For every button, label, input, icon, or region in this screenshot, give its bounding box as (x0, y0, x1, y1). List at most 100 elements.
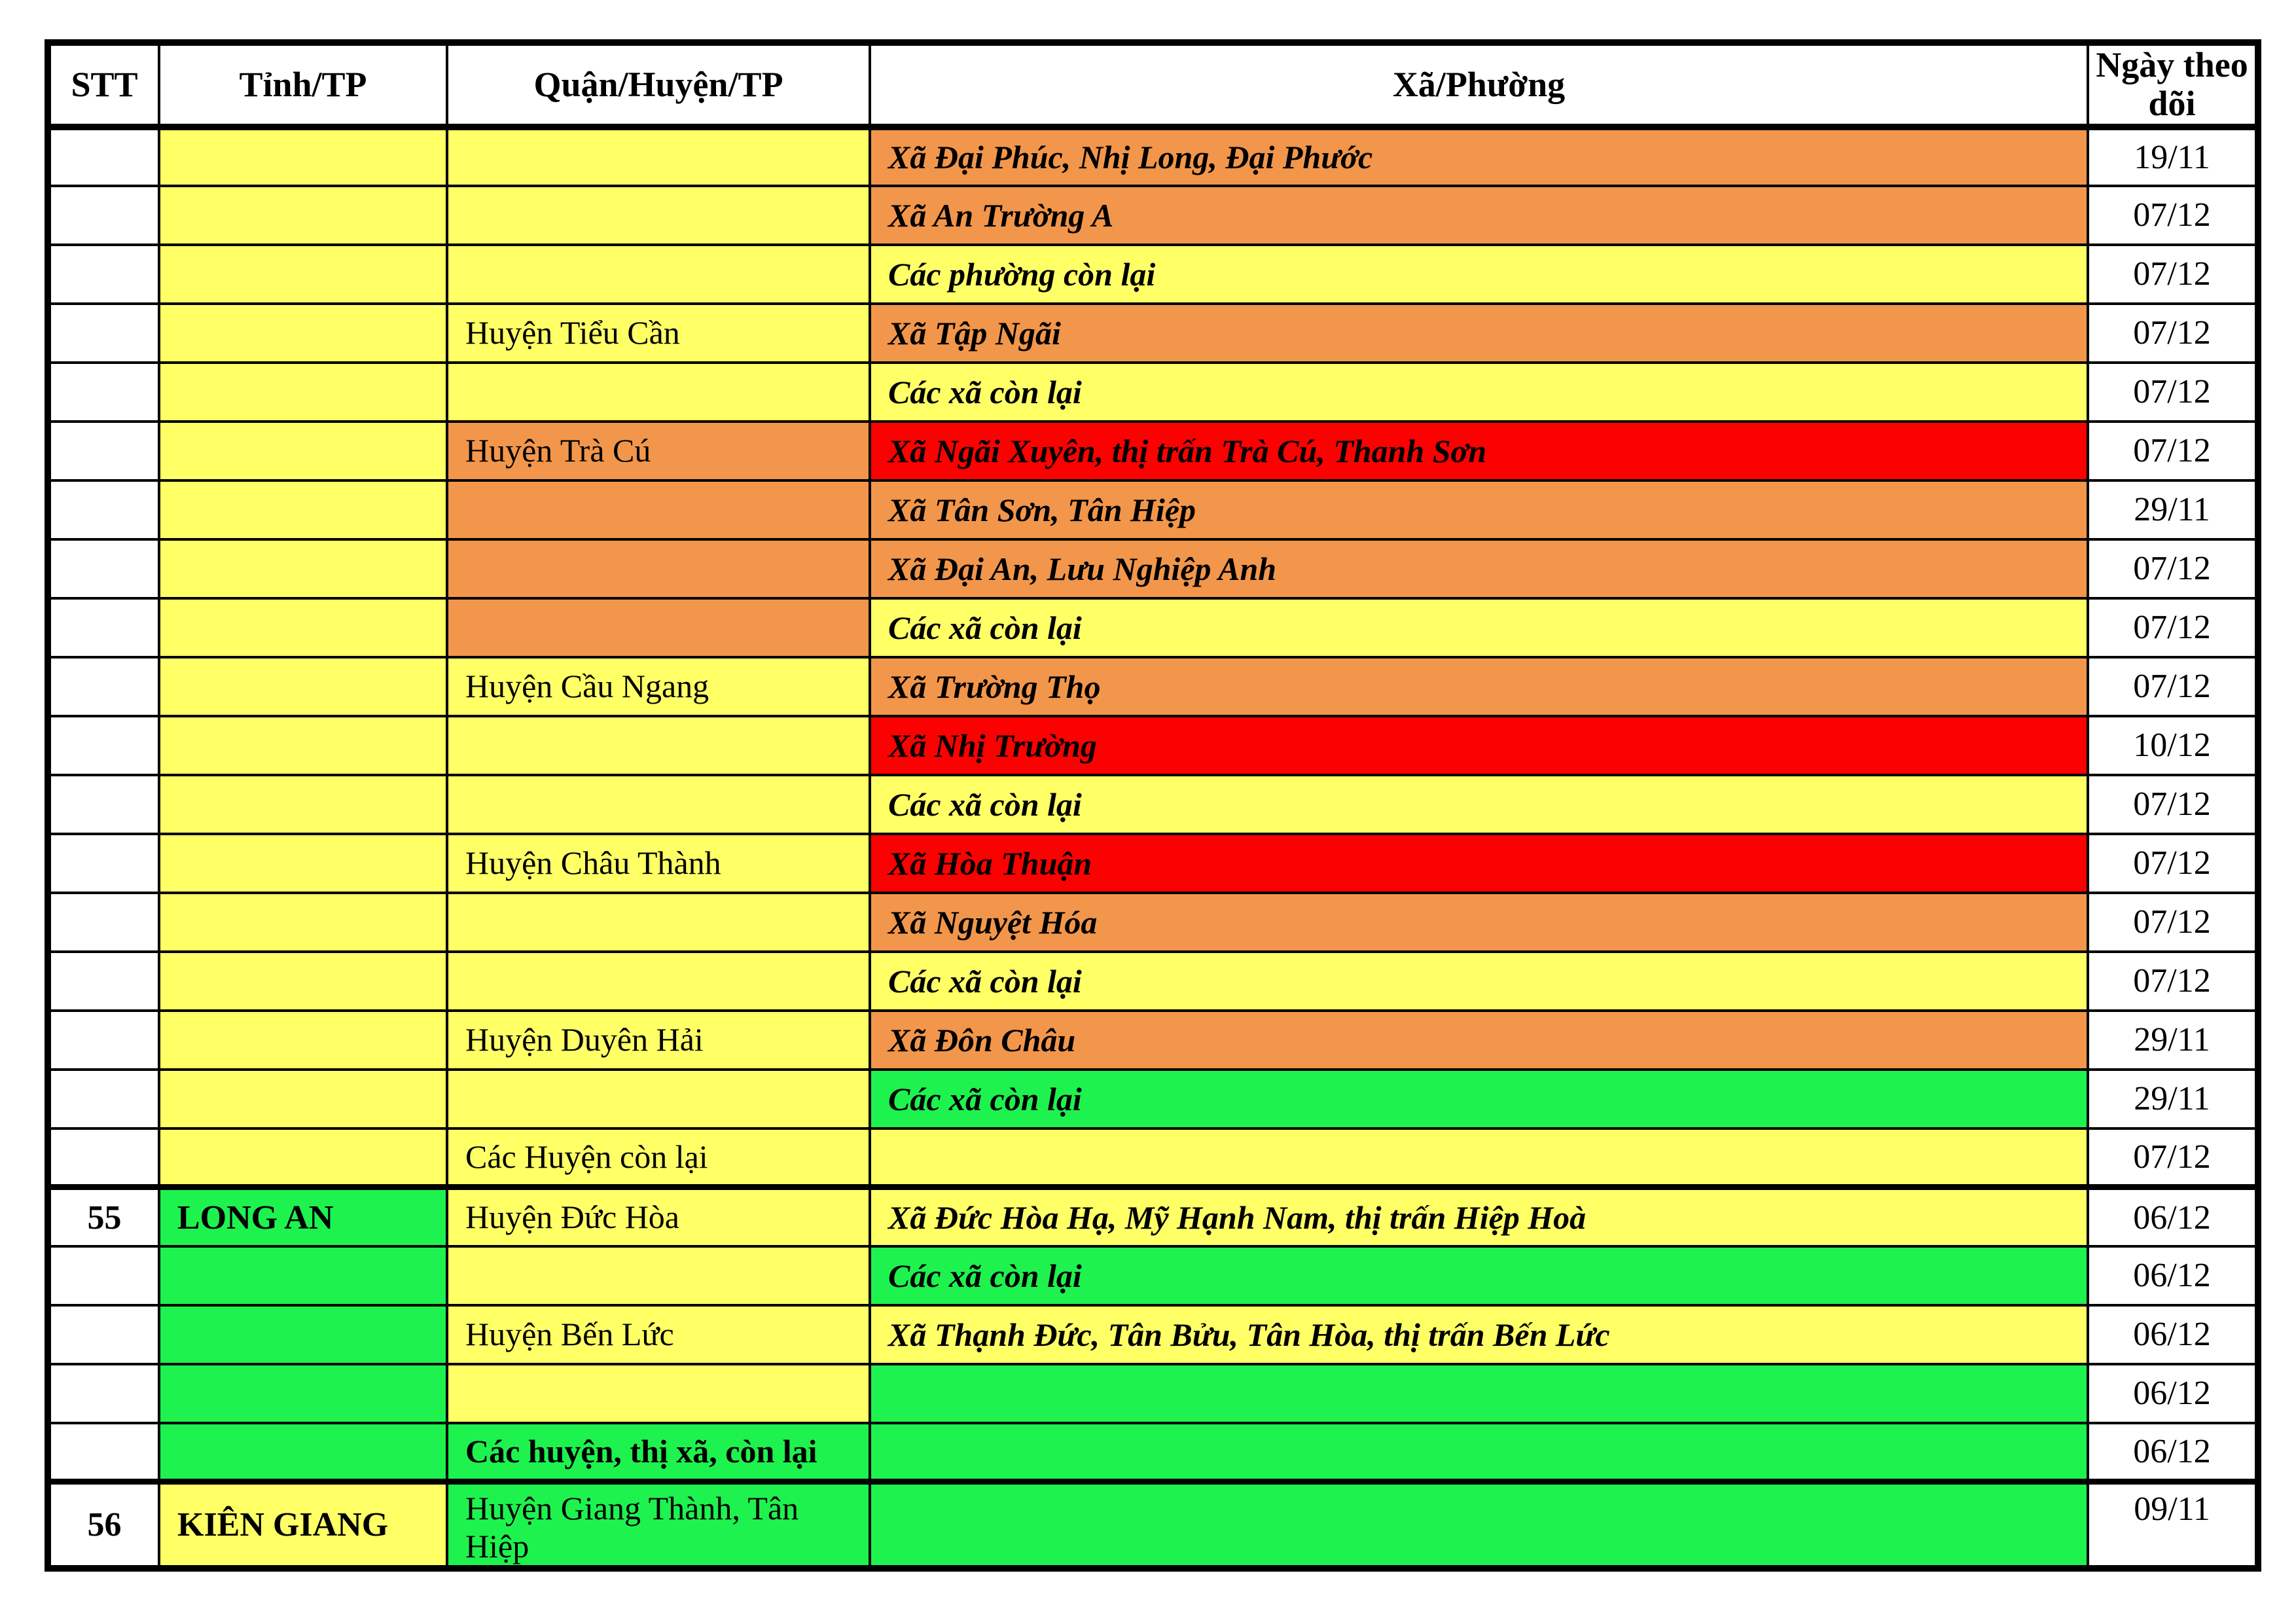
stt-cell (46, 832, 160, 894)
commune-cell: Các phường còn lại (869, 243, 2089, 305)
commune-cell (869, 1362, 2089, 1424)
stt-cell (46, 655, 160, 717)
province-cell (158, 1244, 448, 1307)
table-row: Xã Đại Phúc, Nhị Long, Đại Phước 19/11 (46, 125, 2259, 187)
table-row: 55 LONG AN Huyện Đức Hòa Xã Đức Hòa Hạ, Mỹ … (46, 1184, 2259, 1248)
province-cell: LONG AN (158, 1184, 448, 1248)
district-cell: Huyện Cầu Ngang (446, 655, 871, 717)
date-cell: 07/12 (2087, 302, 2259, 364)
commune-cell: Xã Đại An, Lưu Nghiệp Anh (869, 537, 2089, 600)
stt-cell (46, 1421, 160, 1483)
col-header-commune: Xã/Phường (869, 41, 2089, 130)
table-header: STT Tỉnh/TP Quận/Huyện/TP Xã/Phường Ngày… (46, 41, 2259, 130)
col-header-date: Ngày theo dõi (2087, 41, 2259, 130)
table-row: Huyện Châu Thành Xã Hòa Thuận 07/12 (46, 832, 2259, 894)
commune-cell: Các xã còn lại (869, 596, 2089, 659)
table-row: 06/12 (46, 1362, 2259, 1424)
stt-cell (46, 1244, 160, 1307)
province-cell (158, 773, 448, 835)
table-row: Xã Đại An, Lưu Nghiệp Anh 07/12 (46, 537, 2259, 600)
col-header-district: Quận/Huyện/TP (446, 41, 871, 130)
district-cell (446, 773, 871, 835)
table-row: Xã An Trường A 07/12 (46, 184, 2259, 246)
province-cell (158, 537, 448, 600)
date-cell: 29/11 (2087, 1009, 2259, 1071)
province-cell (158, 1127, 448, 1189)
district-cell (446, 478, 871, 541)
stt-cell: 55 (46, 1184, 160, 1248)
stt-cell (46, 1303, 160, 1365)
table-row: Xã Tân Sơn, Tân Hiệp 29/11 (46, 478, 2259, 541)
table-row: Các huyện, thị xã, còn lại 06/12 (46, 1421, 2259, 1483)
commune-cell: Xã Tân Sơn, Tân Hiệp (869, 478, 2089, 541)
province-cell (158, 714, 448, 776)
district-cell: Các huyện, thị xã, còn lại (446, 1421, 871, 1483)
province-cell (158, 361, 448, 423)
table-row: Huyện Bến Lức Xã Thạnh Đức, Tân Bửu, Tân … (46, 1303, 2259, 1365)
province-cell (158, 125, 448, 187)
commune-cell (869, 1479, 2089, 1570)
commune-cell: Xã Nguyệt Hóa (869, 891, 2089, 953)
date-cell: 07/12 (2087, 420, 2259, 482)
date-cell: 07/12 (2087, 950, 2259, 1012)
district-cell: Huyện Châu Thành (446, 832, 871, 894)
commune-cell: Xã Thạnh Đức, Tân Bửu, Tân Hòa, thị trấn… (869, 1303, 2089, 1365)
date-cell: 06/12 (2087, 1421, 2259, 1483)
province-cell (158, 596, 448, 659)
commune-cell: Xã Ngãi Xuyên, thị trấn Trà Cú, Thanh Sơ… (869, 420, 2089, 482)
table-row: Các Huyện còn lại 07/12 (46, 1127, 2259, 1189)
stt-cell (46, 596, 160, 659)
province-cell (158, 655, 448, 717)
date-cell: 07/12 (2087, 596, 2259, 659)
commune-cell: Xã Nhị Trường (869, 714, 2089, 776)
date-cell: 10/12 (2087, 714, 2259, 776)
stt-cell (46, 537, 160, 600)
stt-cell (46, 1362, 160, 1424)
province-cell (158, 420, 448, 482)
table-row: Huyện Cầu Ngang Xã Trường Thọ 07/12 (46, 655, 2259, 717)
table-row: Huyện Duyên Hải Xã Đôn Châu 29/11 (46, 1009, 2259, 1071)
table-row: 56 KIÊN GIANG Huyện Giang Thành, Tân Hiệp 0… (46, 1479, 2259, 1570)
commune-cell: Xã Đức Hòa Hạ, Mỹ Hạnh Nam, thị trấn Hiệ… (869, 1184, 2089, 1248)
date-cell: 07/12 (2087, 243, 2259, 305)
date-cell: 19/11 (2087, 125, 2259, 187)
table-row: Các xã còn lại 07/12 (46, 950, 2259, 1012)
province-cell (158, 1303, 448, 1365)
district-cell: Huyện Bến Lức (446, 1303, 871, 1365)
province-cell (158, 243, 448, 305)
table-row: Huyện Trà Cú Xã Ngãi Xuyên, thị trấn Trà … (46, 420, 2259, 482)
province-cell (158, 302, 448, 364)
stt-cell (46, 184, 160, 246)
district-cell (446, 125, 871, 187)
district-cell: Huyện Đức Hòa (446, 1184, 871, 1248)
table-row: Xã Nguyệt Hóa 07/12 (46, 891, 2259, 953)
stt-cell (46, 891, 160, 953)
date-cell: 06/12 (2087, 1303, 2259, 1365)
date-cell: 07/12 (2087, 891, 2259, 953)
date-cell: 07/12 (2087, 537, 2259, 600)
stt-cell (46, 1009, 160, 1071)
date-cell: 06/12 (2087, 1244, 2259, 1307)
district-cell: Huyện Giang Thành, Tân Hiệp (446, 1479, 871, 1570)
date-cell: 07/12 (2087, 773, 2259, 835)
district-cell: Huyện Tiểu Cần (446, 302, 871, 364)
table-row: Các phường còn lại 07/12 (46, 243, 2259, 305)
stt-cell (46, 361, 160, 423)
stt-cell (46, 773, 160, 835)
district-cell: Các Huyện còn lại (446, 1127, 871, 1189)
date-cell: 07/12 (2087, 832, 2259, 894)
district-cell (446, 1244, 871, 1307)
commune-cell: Xã Đại Phúc, Nhị Long, Đại Phước (869, 125, 2089, 187)
date-cell: 07/12 (2087, 655, 2259, 717)
date-cell: 07/12 (2087, 184, 2259, 246)
commune-cell (869, 1421, 2089, 1483)
stt-cell: 56 (46, 1479, 160, 1570)
district-cell (446, 361, 871, 423)
col-header-province: Tỉnh/TP (158, 41, 448, 130)
district-cell (446, 1362, 871, 1424)
stt-cell (46, 950, 160, 1012)
commune-cell (869, 1127, 2089, 1189)
table-row: Các xã còn lại 07/12 (46, 361, 2259, 423)
stt-cell (46, 243, 160, 305)
table-row: Các xã còn lại 06/12 (46, 1244, 2259, 1307)
